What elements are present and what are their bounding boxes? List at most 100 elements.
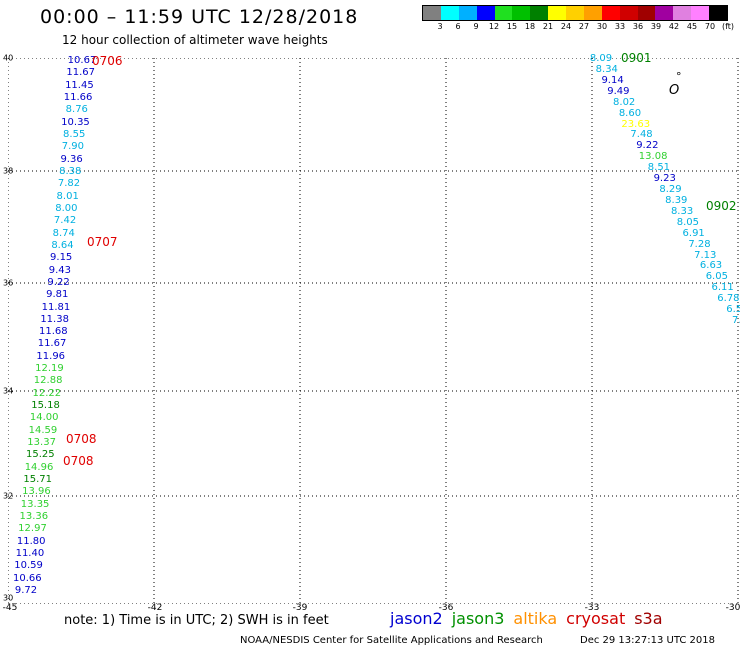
wave-height-value: 9.43 xyxy=(48,264,71,276)
wave-height-value: 8.38 xyxy=(59,165,82,177)
latitude-label: 36 xyxy=(3,278,14,288)
wave-height-value: 9.23 xyxy=(653,173,676,185)
pass-time-label: 0708 xyxy=(66,432,97,446)
scale-swatch xyxy=(673,6,692,20)
wave-height-value: 12.22 xyxy=(32,387,62,399)
wave-height-value: 10.35 xyxy=(61,116,90,128)
scale-label: 3 xyxy=(437,22,443,31)
scale-swatch xyxy=(709,6,727,20)
scale-label: 24 xyxy=(560,22,572,31)
wave-height-value: 11.40 xyxy=(15,548,45,560)
wave-height-value: 6.5 xyxy=(726,304,740,316)
wave-height-value: 14.00 xyxy=(29,412,59,424)
wave-height-value: 15.18 xyxy=(31,400,60,412)
scale-swatch xyxy=(637,6,656,20)
wave-height-value: 11.45 xyxy=(65,79,94,91)
wave-height-value: 13.37 xyxy=(27,437,56,449)
scale-swatch xyxy=(476,6,495,20)
wave-height-value: 8.76 xyxy=(65,104,88,116)
longitude-label: -42 xyxy=(147,603,163,613)
wave-height-value: 6.91 xyxy=(682,227,705,239)
satellite-legend-item: altika xyxy=(513,609,558,628)
wave-height-value: 8.55 xyxy=(63,128,86,140)
wave-height-value: 9.36 xyxy=(60,153,83,165)
pass-time-label: 0901 xyxy=(621,51,652,65)
pass-time-label: 0706 xyxy=(92,54,123,68)
pass-time-label: 0707 xyxy=(87,235,118,249)
latitude-label: 38 xyxy=(3,166,14,176)
wave-height-value: 13.96 xyxy=(22,486,51,498)
generated-timestamp: Dec 29 13:27:13 UTC 2018 xyxy=(580,635,715,646)
wave-height-value: 7.42 xyxy=(53,215,77,227)
scale-swatch xyxy=(619,6,638,20)
wave-height-value: 8.01 xyxy=(56,190,79,202)
wave-height-value: 13.08 xyxy=(638,151,668,163)
wave-height-color-scale: 3 6 9 12 15 18 21 24 27 30 33 36 39 42 45 70 (ft) xyxy=(422,5,734,33)
wave-height-value: 8.02 xyxy=(613,96,636,108)
wave-height-value: 6.11 xyxy=(711,282,734,294)
wave-height-value: 8.29 xyxy=(659,184,682,195)
wave-height-value: 8.05 xyxy=(676,216,700,228)
scale-swatch xyxy=(440,6,459,20)
island-symbol: O xyxy=(669,83,680,98)
wave-height-value: 9.22 xyxy=(47,276,70,288)
wave-height-value: 11.81 xyxy=(41,301,71,313)
scale-swatch xyxy=(655,6,674,20)
scale-swatch xyxy=(494,6,513,20)
wave-height-value: 9.49 xyxy=(607,85,630,97)
wave-height-value: 13.36 xyxy=(19,511,49,523)
wave-height-value: 11.67 xyxy=(37,338,67,350)
pass-time-label: 0708 xyxy=(63,454,94,468)
satellite-legend-item: jason3 xyxy=(451,609,505,628)
wave-height-value: 7.90 xyxy=(61,141,85,153)
scale-swatch xyxy=(548,6,566,20)
wave-height-value: 9.22 xyxy=(636,140,659,152)
wave-height-value: 9.81 xyxy=(46,289,69,301)
scale-label: (ft) xyxy=(721,22,735,31)
wave-height-value: 14.96 xyxy=(24,461,54,473)
scale-label: 9 xyxy=(473,22,479,31)
scale-swatch xyxy=(601,6,620,20)
island-symbol: ° xyxy=(676,70,682,83)
footnote: note: 1) Time is in UTC; 2) SWH is in fe… xyxy=(64,613,329,628)
longitude-label: -45 xyxy=(2,603,18,613)
wave-height-value: 7.2 xyxy=(732,315,740,326)
latitude-label: 30 xyxy=(3,593,14,603)
wave-height-value: 15.25 xyxy=(25,449,55,461)
scale-swatch xyxy=(691,6,709,20)
latitude-label: 40 xyxy=(3,53,14,63)
wave-height-value: 8.09 xyxy=(589,53,613,64)
wave-height-value: 11.66 xyxy=(63,91,93,103)
wave-height-value: 23.63 xyxy=(621,118,651,130)
pass-time-label: 0902 xyxy=(706,199,737,213)
scale-label: 33 xyxy=(614,22,626,31)
wave-height-value: 8.64 xyxy=(51,239,74,251)
wave-height-value: 7.13 xyxy=(694,249,717,261)
wave-height-value: 7.28 xyxy=(688,238,711,250)
scale-swatch xyxy=(566,6,584,20)
scale-label: 30 xyxy=(596,22,608,31)
scale-label: 18 xyxy=(524,22,536,31)
satellite-legend-item: jason2 xyxy=(390,609,443,628)
scale-swatch xyxy=(583,6,602,20)
wave-height-value: 7.82 xyxy=(57,178,81,190)
wave-height-value: 6.78 xyxy=(717,293,740,305)
wave-height-value: 11.67 xyxy=(66,67,96,79)
wave-height-value: 8.33 xyxy=(670,205,694,217)
wave-height-value: 8.60 xyxy=(618,107,642,119)
scale-label: 12 xyxy=(488,22,500,31)
scale-label: 36 xyxy=(632,22,644,31)
wave-height-value: 6.05 xyxy=(705,271,728,283)
wave-height-value: 8.39 xyxy=(665,194,688,206)
scale-label: 15 xyxy=(506,22,518,31)
wave-height-value: 11.80 xyxy=(16,535,46,547)
wave-height-value: 9.14 xyxy=(601,74,624,86)
wave-height-value: 6.63 xyxy=(699,260,723,272)
wave-height-value: 9.15 xyxy=(50,252,73,264)
wave-height-value: 8.00 xyxy=(55,202,78,214)
map-frame xyxy=(8,58,740,604)
scale-label: 27 xyxy=(578,22,590,31)
map-title: 00:00 – 11:59 UTC 12/28/2018 xyxy=(40,6,359,28)
wave-height-value: 11.68 xyxy=(39,326,68,338)
longitude-label: -39 xyxy=(292,603,308,613)
